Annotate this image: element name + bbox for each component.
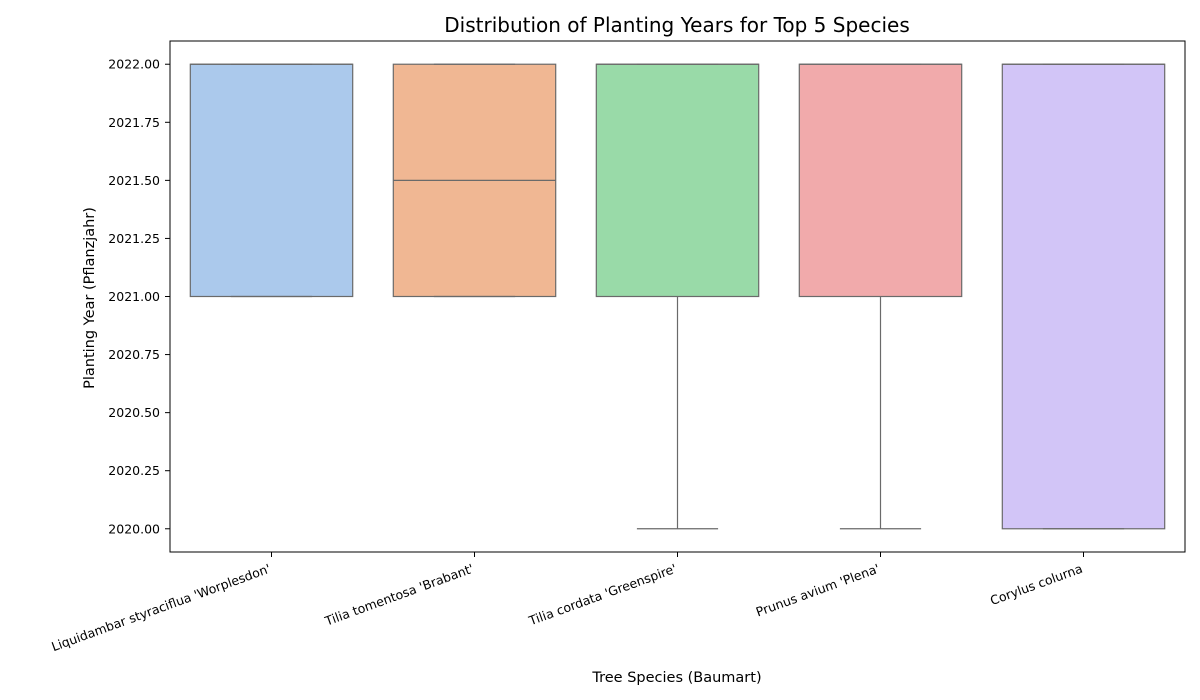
x-tick-label-2: Tilia cordata 'Greenspire': [526, 561, 679, 629]
y-tick-label-5: 2021.25: [108, 231, 160, 246]
y-tick-label-2: 2020.50: [108, 405, 160, 420]
y-tick-label-0: 2020.00: [108, 521, 160, 536]
axes-frame: [169, 40, 1186, 553]
y-tick-label-7: 2021.75: [108, 115, 160, 130]
chart-title: Distribution of Planting Years for Top 5…: [444, 13, 910, 37]
plot-area: Liquidambar styraciflua 'Worplesdon' Tili…: [49, 57, 1166, 654]
box-4: [1001, 63, 1166, 530]
y-axis-label: Planting Year (Pflanzjahr): [82, 207, 98, 389]
box-2: [595, 63, 760, 298]
x-tick-label-0: Liquidambar styraciflua 'Worplesdon': [49, 561, 272, 654]
box-0: [189, 63, 354, 298]
x-tick-label-4: Corylus colurna: [988, 561, 1084, 608]
box-3: [798, 63, 963, 298]
y-tick-label-8: 2022.00: [108, 57, 160, 72]
y-tick-label-4: 2021.00: [108, 289, 160, 304]
y-tick-label-6: 2021.50: [108, 173, 160, 188]
y-tick-label-3: 2020.75: [108, 347, 160, 362]
x-tick-label-1: Tilia tomentosa 'Brabant': [322, 561, 476, 629]
y-tick-label-1: 2020.25: [108, 463, 160, 478]
x-axis-label: Tree Species (Baumart): [591, 670, 761, 686]
x-tick-label-3: Prunus avium 'Plena': [754, 561, 882, 620]
